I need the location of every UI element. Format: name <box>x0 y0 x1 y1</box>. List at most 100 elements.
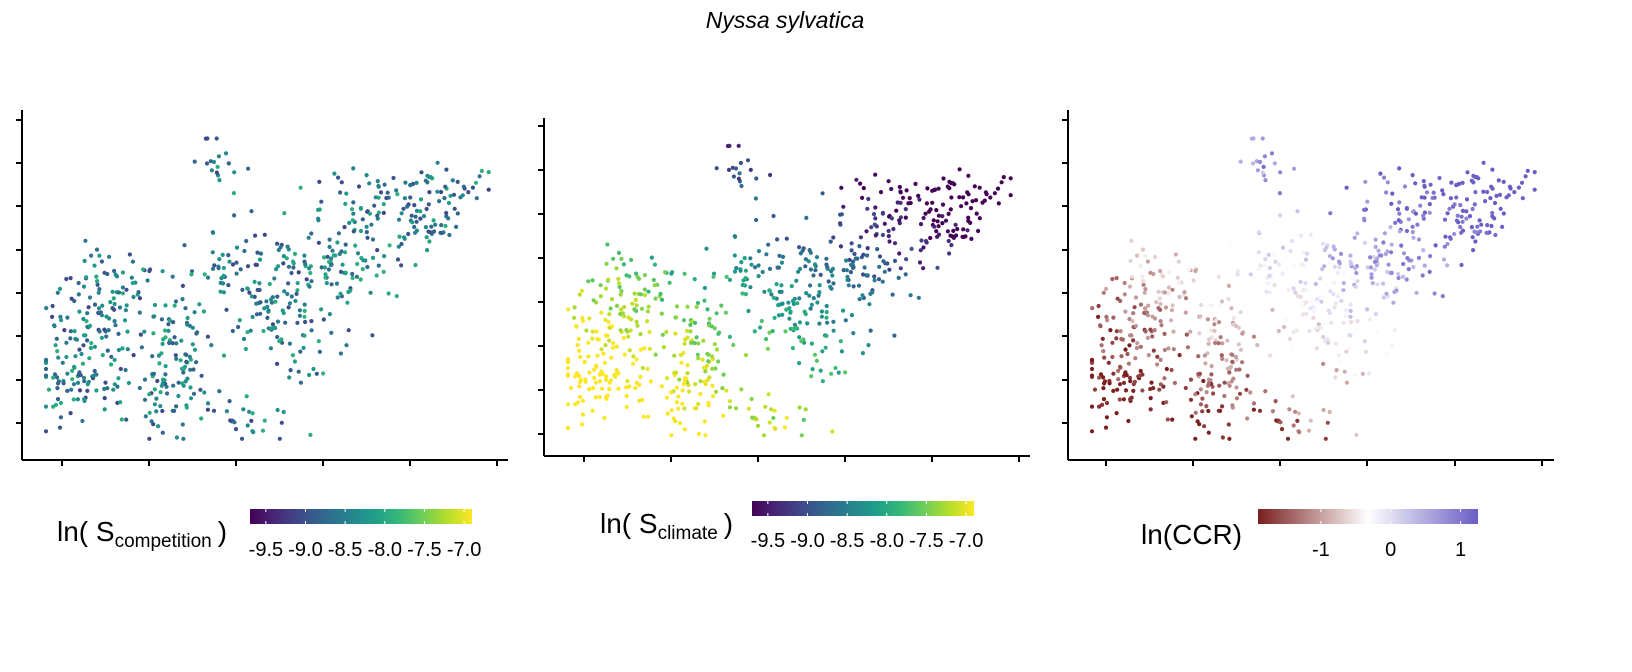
data-point <box>1198 387 1203 392</box>
data-point <box>1206 341 1211 346</box>
data-point <box>210 266 216 271</box>
data-point <box>234 260 239 265</box>
data-point <box>1329 320 1334 325</box>
data-point <box>258 251 264 256</box>
data-point <box>897 218 902 223</box>
data-point <box>1389 250 1394 255</box>
data-point <box>94 372 99 377</box>
data-point <box>431 218 436 223</box>
data-point <box>845 274 850 279</box>
data-point <box>841 268 846 273</box>
data-point <box>949 181 954 186</box>
data-point <box>1101 375 1106 380</box>
data-point <box>283 320 288 325</box>
data-point <box>784 415 789 420</box>
data-point <box>807 248 812 253</box>
data-point <box>1322 247 1327 253</box>
data-point <box>81 333 87 338</box>
data-point <box>55 349 60 354</box>
data-point <box>1160 274 1166 279</box>
data-point <box>580 398 586 403</box>
data-point <box>138 332 143 337</box>
data-point <box>1420 273 1425 278</box>
data-point <box>1315 300 1320 305</box>
data-point <box>205 275 211 280</box>
data-point <box>1219 299 1225 304</box>
data-point <box>443 223 448 229</box>
data-point <box>178 358 183 363</box>
data-point <box>1220 435 1225 440</box>
data-point <box>344 343 349 348</box>
data-point <box>1301 250 1306 255</box>
data-point <box>1397 166 1402 171</box>
data-point <box>1422 263 1427 268</box>
data-point <box>890 292 895 297</box>
data-point <box>1261 164 1266 169</box>
data-point <box>992 191 998 196</box>
data-point <box>156 424 161 429</box>
data-point <box>99 313 105 318</box>
data-point <box>1424 190 1430 195</box>
data-point <box>1295 418 1300 423</box>
data-point <box>156 353 161 358</box>
data-point <box>1272 253 1277 258</box>
data-point <box>343 270 348 275</box>
data-point <box>76 280 81 286</box>
data-point <box>293 298 298 304</box>
data-point <box>641 414 646 419</box>
data-point <box>1090 306 1095 311</box>
data-point <box>1234 396 1240 401</box>
data-point <box>619 289 624 294</box>
data-point <box>232 170 237 175</box>
data-point <box>1296 411 1301 416</box>
data-point <box>1314 346 1319 351</box>
data-point <box>1291 286 1296 291</box>
data-point <box>1380 281 1386 286</box>
data-point <box>1127 343 1132 348</box>
data-point <box>1532 187 1537 192</box>
data-point <box>1127 316 1132 322</box>
data-point <box>1197 331 1202 336</box>
data-point <box>841 204 846 209</box>
data-point <box>233 427 239 432</box>
data-point <box>123 308 128 313</box>
data-point <box>849 313 855 318</box>
data-point <box>402 196 407 201</box>
data-point <box>1311 315 1316 320</box>
data-point <box>1357 366 1362 372</box>
data-point <box>1304 300 1309 305</box>
data-point <box>226 283 231 288</box>
data-point <box>711 274 716 279</box>
data-point <box>1470 235 1475 240</box>
data-point <box>104 334 109 339</box>
colorbar-tick-label: -9.0 <box>288 539 322 561</box>
data-point <box>286 281 291 286</box>
data-point <box>682 341 687 346</box>
data-point <box>209 343 214 348</box>
data-point <box>878 190 884 195</box>
data-point <box>703 382 708 387</box>
data-point <box>316 339 321 344</box>
data-point <box>125 329 130 334</box>
data-point <box>977 216 982 221</box>
data-point <box>250 314 255 320</box>
data-point <box>1473 175 1478 180</box>
data-point <box>302 314 307 319</box>
data-point <box>1307 328 1312 334</box>
data-point <box>119 417 124 422</box>
data-point <box>294 291 299 296</box>
data-point <box>1127 333 1133 338</box>
data-point <box>1353 266 1358 271</box>
data-point <box>763 337 769 342</box>
figure-title: Nyssa sylvatica <box>706 7 864 33</box>
data-point <box>1411 235 1416 240</box>
data-point <box>695 300 701 306</box>
data-point <box>112 357 117 362</box>
data-point <box>1378 171 1383 176</box>
data-point <box>809 341 815 346</box>
data-point <box>325 254 330 259</box>
data-point <box>627 348 632 353</box>
data-point <box>190 342 195 347</box>
data-point <box>851 331 856 336</box>
data-point <box>880 279 885 284</box>
